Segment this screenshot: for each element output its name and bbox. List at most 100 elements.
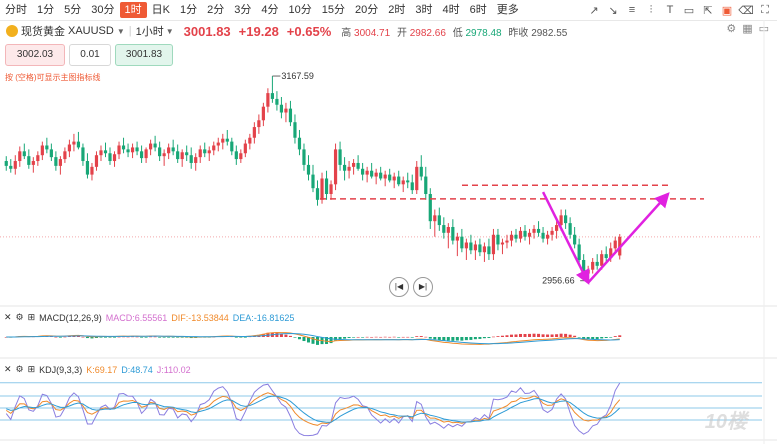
text-icon[interactable]: T xyxy=(666,4,674,16)
symbol-code[interactable]: XAUUSD xyxy=(68,25,114,37)
candle-body xyxy=(153,143,157,148)
macd-bar xyxy=(361,337,365,338)
timeframe-tab[interactable]: 1时 xyxy=(119,2,147,18)
macd-bar xyxy=(618,335,622,337)
macd-bar xyxy=(451,337,455,341)
macd-bar xyxy=(514,334,518,337)
kdj-name: KDJ(9,3,3) xyxy=(39,364,83,375)
candle-body xyxy=(573,234,577,245)
timeframe-tab[interactable]: 30分 xyxy=(91,4,115,16)
candle-body xyxy=(40,145,44,156)
candle-body xyxy=(63,151,67,160)
timeframe-tab[interactable]: 20分 xyxy=(354,4,379,16)
candle-body xyxy=(144,149,148,159)
candle-body xyxy=(139,151,144,159)
buy-button[interactable]: 3001.83 xyxy=(115,44,173,66)
timeframe-tab[interactable]: 更多 xyxy=(496,4,519,16)
timeframe-tab[interactable]: 1分 xyxy=(179,4,198,16)
timeframe-tab[interactable]: 6时 xyxy=(469,4,487,16)
candle-body xyxy=(90,166,94,175)
dif-value-label: DIF: xyxy=(171,312,189,323)
scroll-left-button[interactable]: |◀ xyxy=(389,277,409,297)
candle-body xyxy=(351,162,356,167)
parallel-icon[interactable]: ≡ xyxy=(628,4,636,16)
timeframe-tab[interactable]: 日K xyxy=(151,4,170,16)
interval-select[interactable]: 1小时 xyxy=(135,26,164,38)
timeframe-tab[interactable]: 分时 xyxy=(5,4,27,16)
timeframe-tab[interactable]: 4分 xyxy=(261,4,279,16)
symbol-name[interactable]: 现货黄金 xyxy=(21,26,65,38)
scroll-right-button[interactable]: ▶| xyxy=(413,277,433,297)
timeframe-tab[interactable]: 3时 xyxy=(415,4,433,16)
sell-button[interactable]: 3002.03 xyxy=(5,44,65,66)
snapshot-icon[interactable]: ▣ xyxy=(721,4,733,17)
macd-value: MACD:6.55561 xyxy=(106,313,168,323)
ohlc-readout: 高 3004.71 开 2982.66 低 2978.48 昨收 2982.55 xyxy=(341,24,567,39)
candle-body xyxy=(397,176,401,185)
candle-body xyxy=(410,182,414,191)
macd-bar xyxy=(609,337,613,338)
candle-body xyxy=(487,246,491,255)
candle-body xyxy=(333,149,338,185)
fibonacci-icon[interactable]: ⫶ xyxy=(649,3,653,16)
macd-bar xyxy=(559,333,563,337)
candle-body xyxy=(419,166,423,177)
dea-line xyxy=(6,333,620,345)
fullscreen-icon[interactable]: ⛶ xyxy=(761,3,769,16)
quantity-input[interactable]: 0.01 xyxy=(69,44,111,66)
candle-body xyxy=(415,166,419,191)
candle-body xyxy=(85,161,90,175)
timeframe-tab[interactable]: 2时 xyxy=(388,4,406,16)
expand-icon[interactable]: ⊞ xyxy=(27,312,36,322)
timeframe-tab[interactable]: 5分 xyxy=(64,4,82,16)
close-icon[interactable]: ✕ xyxy=(4,364,12,374)
macd-bar xyxy=(478,337,482,339)
candle-body xyxy=(112,154,117,162)
gear-icon[interactable]: ⚙ xyxy=(15,312,24,322)
macd-bar xyxy=(279,333,283,337)
timeframe-tab[interactable]: 15分 xyxy=(321,4,345,16)
ray-icon[interactable]: ↘ xyxy=(608,4,618,17)
timeframe-tab[interactable]: 4时 xyxy=(442,4,460,16)
layout-icon[interactable]: ▦ xyxy=(742,23,753,35)
trend-line-icon[interactable]: ↗ xyxy=(589,4,599,17)
candle-body xyxy=(559,215,563,226)
close-icon[interactable]: ✕ xyxy=(4,312,12,322)
timeframe-tab[interactable]: 10分 xyxy=(288,4,312,16)
expand-icon[interactable]: ⇱ xyxy=(703,4,713,17)
eraser-icon[interactable]: ⌫ xyxy=(738,4,754,17)
j-line xyxy=(5,382,621,437)
k-value: K:69.17 xyxy=(86,365,117,375)
macd-bar xyxy=(437,337,441,341)
candle-body xyxy=(18,151,22,162)
candle-body xyxy=(252,127,256,138)
candle-body xyxy=(203,149,207,154)
macd-bar xyxy=(126,336,130,338)
candle-body xyxy=(437,215,441,226)
watermark-logo: 10楼 xyxy=(704,411,747,433)
timeframe-tab[interactable]: 3分 xyxy=(234,4,252,16)
timeframe-tab[interactable]: 1分 xyxy=(37,4,55,16)
dea-value: DEA:-16.81625 xyxy=(233,313,295,323)
chevron-down-icon[interactable]: ▼ xyxy=(165,26,174,36)
candle-body xyxy=(149,143,153,150)
candle-body xyxy=(509,234,514,241)
candle-body xyxy=(207,150,211,154)
timeframe-tab[interactable]: 2分 xyxy=(207,4,225,16)
candle-body xyxy=(564,215,568,224)
macd-bar xyxy=(302,337,306,342)
candle-body xyxy=(239,153,243,160)
candle-body xyxy=(600,254,604,266)
high-label: 3167.59 xyxy=(281,71,314,81)
rectangle-icon[interactable]: ▭ xyxy=(683,4,695,17)
candle-body xyxy=(135,147,139,152)
expand-icon[interactable]: ⊞ xyxy=(27,364,36,374)
dea-value-label: DEA: xyxy=(232,312,254,323)
macd-bar xyxy=(460,337,464,341)
settings-icon[interactable]: ⚙ xyxy=(726,23,737,35)
candle-body xyxy=(433,215,437,222)
chevron-down-icon[interactable]: ▼ xyxy=(116,26,125,36)
gear-icon[interactable]: ⚙ xyxy=(15,364,24,374)
macd-bar xyxy=(537,333,541,337)
